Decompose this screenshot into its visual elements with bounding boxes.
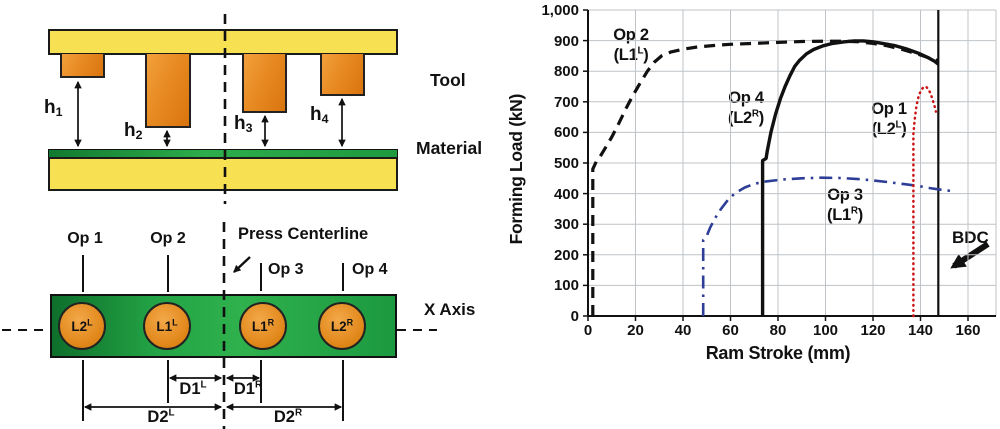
x-tick-label-40: 40 bbox=[674, 322, 692, 339]
gap-h3-label: h3 bbox=[234, 113, 253, 136]
y-tick-label-0: 0 bbox=[570, 308, 579, 325]
y-tick-label-700: 700 bbox=[553, 93, 579, 111]
y-tick-label-1,000: 1,000 bbox=[541, 2, 579, 19]
y-tick-label-500: 500 bbox=[553, 155, 579, 172]
curve-op-2-l1-left- bbox=[591, 39, 939, 316]
op1-label: Op 1 bbox=[67, 230, 103, 247]
punch-4 bbox=[320, 54, 365, 96]
x-tick-label-60: 60 bbox=[722, 322, 739, 339]
dim-D2L-label: D2L bbox=[147, 407, 175, 426]
curve-op-1-l2-left- bbox=[912, 85, 938, 318]
y-tick-label-200: 200 bbox=[553, 246, 579, 264]
dim-D2R-label: D2R bbox=[273, 407, 303, 426]
gap-h2-label: h2 bbox=[124, 120, 143, 143]
y-tick-label-800: 800 bbox=[553, 63, 579, 81]
material-label: Material bbox=[416, 138, 483, 158]
press-centerline-label: Press Centerline bbox=[238, 225, 369, 243]
gap-h1-label: h1 bbox=[44, 97, 63, 120]
x-tick-label-20: 20 bbox=[627, 322, 644, 339]
die-bar bbox=[48, 157, 398, 191]
tool-label: Tool bbox=[430, 70, 466, 90]
x-tick-label-160: 160 bbox=[955, 322, 981, 339]
dim-D1L-label: D1L bbox=[179, 379, 207, 398]
curve-op-3-l1-right- bbox=[701, 176, 954, 316]
x-tick-label-0: 0 bbox=[583, 322, 593, 339]
x-tick-label-100: 100 bbox=[812, 322, 839, 339]
y-tick-label-100: 100 bbox=[553, 277, 579, 295]
op3-label: Op 3 bbox=[268, 261, 304, 278]
press-centerline-arrow bbox=[233, 256, 251, 273]
op2-label: Op 2 bbox=[150, 230, 186, 247]
series-label-op2: Op 2 (L1L) bbox=[613, 26, 649, 64]
x-axis-title: Ram Stroke (mm) bbox=[705, 343, 851, 363]
y-tick-label-400: 400 bbox=[553, 185, 579, 203]
bdc-label: BDC bbox=[952, 228, 989, 247]
station-L1-left: L1L bbox=[143, 302, 191, 350]
y-tick-label-600: 600 bbox=[553, 124, 579, 142]
punch-1 bbox=[60, 54, 105, 78]
y-tick-label-300: 300 bbox=[553, 216, 579, 234]
chart-curves bbox=[591, 10, 954, 318]
punch-3 bbox=[242, 54, 287, 113]
x-tick-label-80: 80 bbox=[769, 322, 787, 339]
gap-h4-label: h4 bbox=[310, 104, 329, 127]
y-tick-label-900: 900 bbox=[553, 32, 579, 50]
series-label-op4: Op 4 (L2R) bbox=[728, 89, 764, 127]
curve-op-4-l2-right- bbox=[760, 39, 940, 316]
station-L1-right: L1R bbox=[239, 302, 287, 350]
tool-holder-bar bbox=[48, 29, 398, 55]
series-label-op3: Op 3 (L1R) bbox=[827, 186, 863, 224]
x-tick-label-140: 140 bbox=[907, 322, 934, 339]
op4-label: Op 4 bbox=[352, 261, 388, 278]
station-L2-right: L2R bbox=[318, 302, 366, 350]
x-tick-label-120: 120 bbox=[860, 322, 886, 339]
chart-gridlines bbox=[583, 9, 997, 321]
x-axis-label: X Axis bbox=[424, 300, 476, 319]
series-label-op1: Op 1 (L2L) bbox=[871, 100, 907, 138]
station-L2-left: L2L bbox=[58, 302, 106, 350]
dim-D1R-label: D1R bbox=[233, 379, 263, 398]
punch-2 bbox=[145, 54, 191, 128]
